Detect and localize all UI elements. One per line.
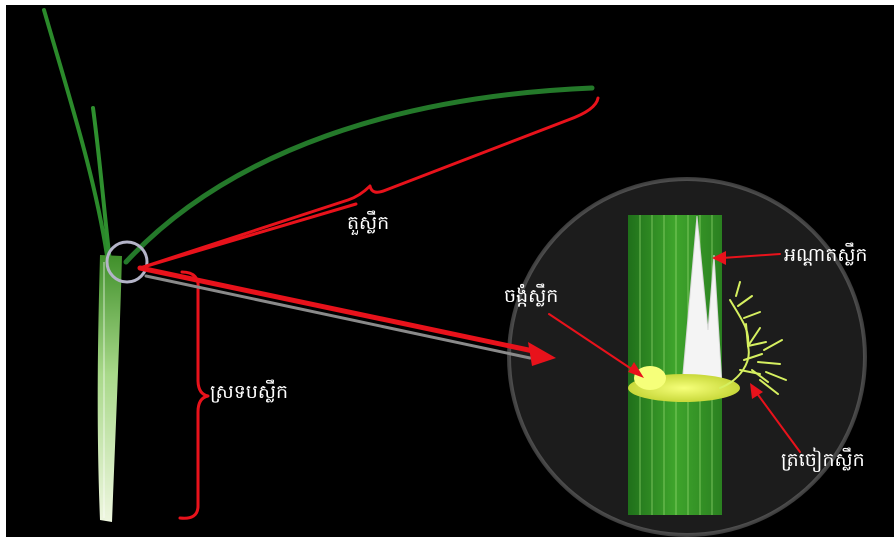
leaf-blade [123, 85, 595, 265]
leaf-sheath-stem [97, 255, 122, 522]
label-leaf-sheath: ស្រទបស្លឹក [210, 381, 289, 403]
rice-plant [42, 8, 595, 522]
label-leaf-collar: ចង្កំស្លឹក [504, 285, 559, 307]
magnified-view [507, 177, 867, 537]
pointer-arrow-head [528, 342, 556, 366]
label-auricle: ត្រចៀកស្លឹក [781, 449, 865, 471]
pointer-arrow-shaft-grey [144, 274, 532, 360]
label-leaf-blade: តួស្លឹក [347, 212, 390, 234]
zoom-auricle [719, 281, 787, 395]
sheath-bracket [178, 270, 210, 520]
collar-highlight-circle [105, 240, 149, 284]
blade-bracket [138, 96, 600, 270]
leaf-tall [42, 8, 110, 264]
annotations [137, 96, 801, 520]
collar-callout-line [548, 313, 637, 373]
label-ligule: អណ្តាតស្លឹក [784, 244, 868, 266]
pointer-arrow-shaft [137, 265, 541, 355]
ligule-callout-line [721, 253, 781, 259]
leaf-second [91, 106, 112, 264]
auricle-callout-line [755, 391, 801, 453]
